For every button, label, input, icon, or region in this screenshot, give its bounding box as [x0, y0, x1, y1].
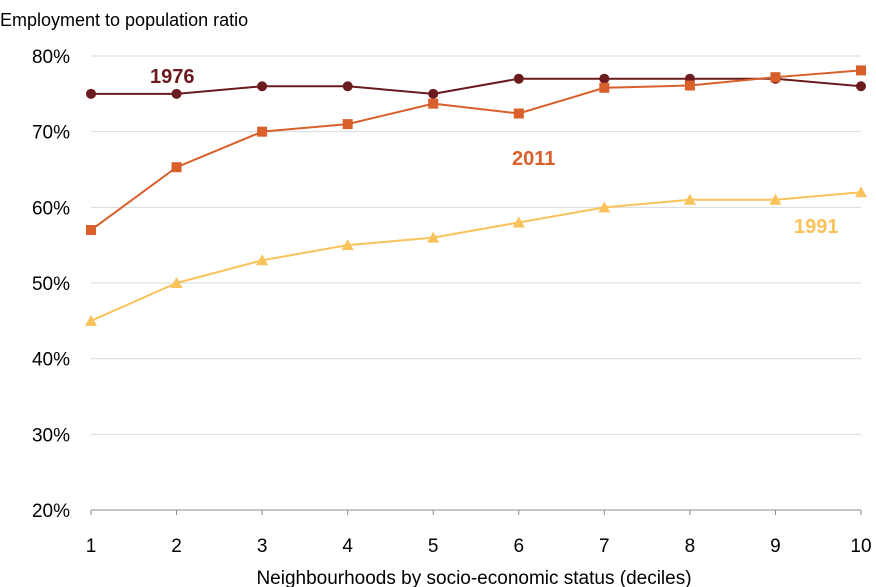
series-label-1976: 1976: [150, 66, 195, 88]
series-line-2011: [90, 69, 862, 231]
data-point-1991-10: [855, 186, 867, 198]
data-point-1991-9: [769, 193, 782, 205]
y-tick-label: 30%: [32, 425, 70, 446]
data-point-2011-10: [856, 65, 866, 76]
chart-title: Employment to population ratio: [0, 10, 248, 30]
data-point-1991-6: [512, 216, 525, 228]
data-point-2011-7: [599, 82, 610, 93]
data-point-1976-3: [257, 81, 268, 92]
x-tick-label: 9: [770, 536, 781, 557]
data-point-1991-7: [598, 201, 611, 213]
series-label-2011: 2011: [512, 148, 555, 170]
series-lines: [90, 69, 862, 322]
x-tick-label: 4: [342, 536, 353, 557]
data-point-2011-1: [86, 225, 96, 236]
data-point-1991-4: [341, 239, 354, 251]
x-tick-label: 10: [850, 536, 871, 557]
x-tick-label: 1: [86, 536, 97, 557]
y-tick-label: 60%: [32, 198, 70, 219]
data-point-2011-2: [171, 162, 182, 173]
x-axis-label: Neighbourhoods by socio-economic status …: [256, 568, 691, 587]
data-point-2011-5: [428, 98, 439, 109]
data-point-2011-4: [342, 119, 353, 130]
data-point-1976-10: [856, 81, 866, 92]
data-point-1976-7: [599, 73, 610, 84]
x-tick-label: 2: [171, 536, 182, 557]
y-tick-label: 70%: [32, 123, 70, 144]
data-point-1991-2: [170, 277, 183, 288]
grid-lines: [91, 55, 861, 511]
data-point-1991-3: [256, 254, 269, 266]
data-point-2011-9: [770, 72, 781, 83]
y-axis-ticks: 20% 30% 40% 50% 60% 70% 80%: [32, 47, 70, 522]
y-tick-label: 40%: [32, 350, 70, 371]
data-point-2011-6: [513, 108, 524, 119]
data-point-1976-4: [342, 81, 353, 92]
data-point-1976-2: [171, 88, 182, 99]
data-point-1991-1: [85, 314, 97, 326]
x-tick-label: 8: [685, 536, 696, 557]
x-tick-label: 7: [599, 536, 610, 557]
data-point-1991-5: [427, 231, 440, 243]
series-labels: 1976 2011 1991: [150, 66, 839, 238]
series-label-1991: 1991: [794, 216, 839, 238]
y-tick-label: 80%: [32, 47, 70, 68]
data-point-1976-6: [513, 73, 524, 84]
x-tick-label: 5: [428, 536, 439, 557]
data-point-1991-8: [683, 193, 696, 205]
data-point-1976-1: [86, 88, 96, 99]
y-tick-label: 20%: [32, 501, 70, 522]
series-line-1976: [91, 77, 862, 95]
x-tick-label: 6: [513, 536, 524, 557]
series-line-1991: [90, 191, 862, 322]
x-axis-ticks: 1 2 3 4 5 6 7 8 9 10: [86, 510, 872, 557]
data-point-1976-5: [428, 88, 439, 99]
data-point-2011-3: [257, 126, 268, 137]
x-tick-label: 3: [257, 536, 268, 557]
y-tick-label: 50%: [32, 274, 70, 295]
series-markers: [85, 65, 867, 326]
data-point-2011-8: [684, 80, 695, 91]
